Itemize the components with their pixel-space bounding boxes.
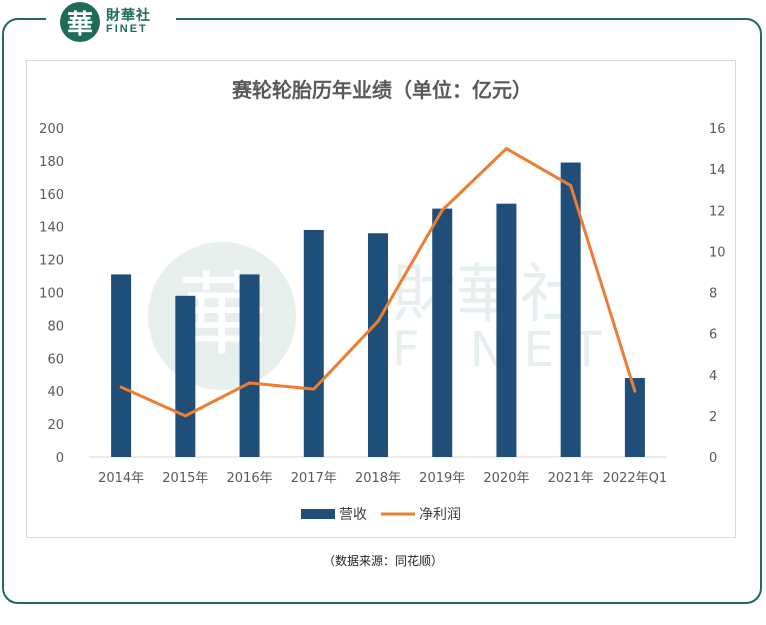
legend-revenue-swatch	[301, 509, 335, 519]
legend-profit-label: 净利润	[419, 507, 461, 523]
y-left-tick-label: 60	[47, 352, 64, 367]
net-profit-point	[633, 389, 637, 393]
legend: 营收 净利润	[301, 507, 461, 523]
revenue-bar	[111, 274, 132, 457]
y-left-tick-label: 80	[47, 319, 64, 334]
x-tick-label: 2017年	[291, 471, 337, 486]
x-tick-label: 2016年	[227, 471, 273, 486]
net-profit-point	[183, 414, 187, 418]
revenue-bar	[303, 229, 324, 457]
watermark-name-cn: 財華社	[392, 258, 584, 332]
y-left-tick-label: 140	[39, 221, 64, 236]
y-left-tick-label: 0	[56, 451, 64, 466]
net-profit-point	[376, 319, 380, 323]
revenue-bar	[175, 295, 196, 457]
y-left-tick-label: 200	[39, 122, 64, 137]
net-profit-point	[504, 147, 508, 151]
plot-layer: 0 20 40 60 80 100 120 140 160 180 200 0 2 4 6 8 10 12 14 16…	[39, 122, 725, 486]
revenue-bar	[239, 274, 260, 457]
net-profit-point	[119, 385, 123, 389]
x-tick-label: 2020年	[483, 471, 529, 486]
net-profit-point	[440, 208, 444, 212]
source-note: （数据来源：同花顺）	[322, 554, 443, 568]
x-tick-label: 2018年	[355, 471, 401, 486]
x-tick-label: 2022年Q1	[603, 471, 668, 486]
net-profit-point	[248, 381, 252, 385]
legend-revenue-label: 营收	[339, 507, 367, 523]
x-tick-label: 2019年	[419, 471, 465, 486]
y-left-tick-label: 180	[39, 155, 64, 170]
y-right-tick-label: 16	[709, 122, 726, 137]
y-right-tick-label: 14	[709, 163, 726, 178]
chart-title: 赛轮轮胎历年业绩（单位：亿元）	[231, 78, 532, 102]
y-left-tick-label: 40	[47, 385, 64, 400]
x-tick-label: 2015年	[162, 471, 208, 486]
chart-area: 華 財華社 FINET 赛轮轮胎历年业绩（单位：亿元） 020406080100…	[26, 60, 736, 538]
brand-name-en: FINET	[106, 23, 148, 35]
brand-seal-icon: 華	[60, 2, 100, 42]
net-profit-point	[569, 184, 573, 188]
revenue-bar	[496, 203, 517, 457]
revenue-bar	[432, 208, 453, 457]
brand-name-cn: 財華社	[106, 8, 151, 24]
x-tick-label: 2021年	[548, 471, 594, 486]
y-left-tick-label: 20	[47, 418, 64, 433]
y-right-tick-label: 2	[709, 410, 717, 425]
y-right-tick-label: 10	[709, 245, 726, 260]
y-right-tick-label: 8	[709, 287, 717, 302]
y-left-tick-label: 160	[39, 188, 64, 203]
y-right-tick-label: 12	[709, 204, 726, 219]
y-right-tick-label: 0	[709, 451, 717, 466]
y-right-tick-label: 4	[709, 369, 717, 384]
y-right-tick-label: 6	[709, 328, 717, 343]
x-tick-label: 2014年	[98, 471, 144, 486]
revenue-bar	[560, 162, 581, 458]
card-frame	[2, 18, 762, 604]
revenue-bar	[624, 378, 645, 457]
net-profit-point	[312, 387, 316, 391]
y-left-tick-label: 120	[39, 254, 64, 269]
revenue-bar	[368, 233, 388, 457]
chart-svg: 華 財華社 FINET 赛轮轮胎历年业绩（单位：亿元） 020406080100…	[39, 78, 725, 523]
y-left-tick-label: 100	[39, 287, 64, 302]
